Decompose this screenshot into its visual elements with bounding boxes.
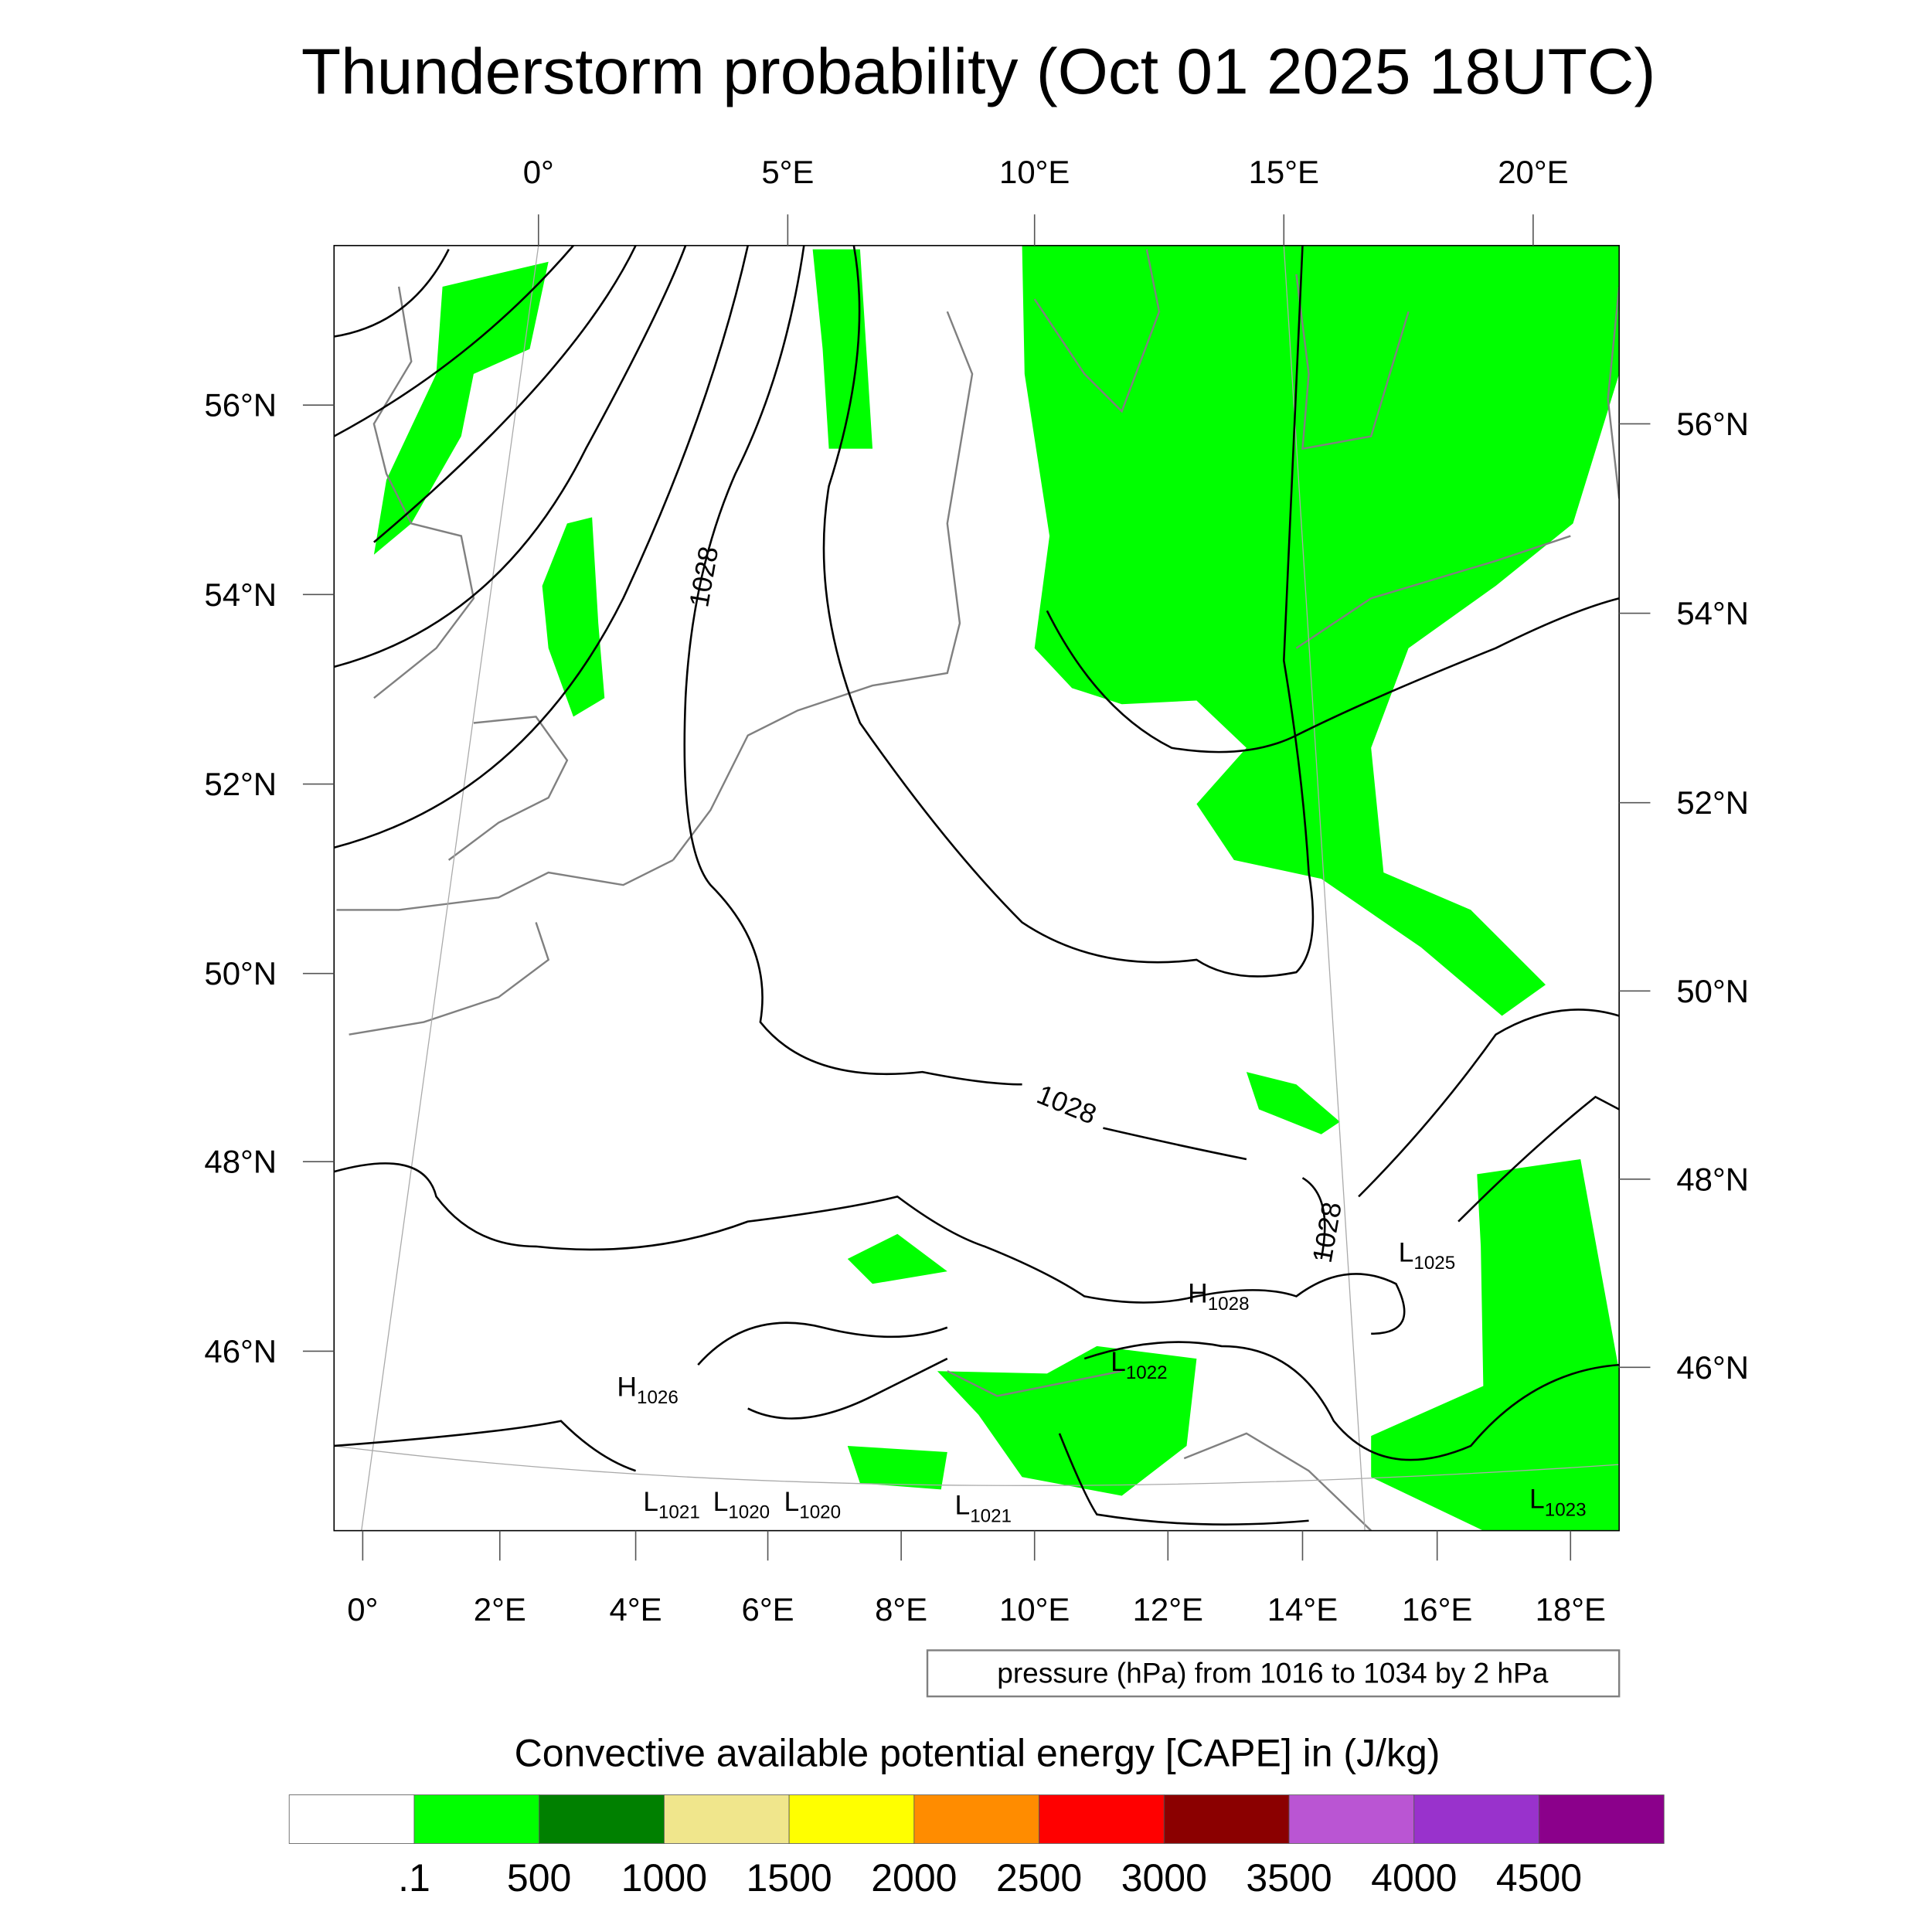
- colorbar-tick-label: 1000: [621, 1856, 707, 1900]
- cape-area-scandinavia-baltic: [1022, 245, 1620, 1016]
- right-latitude-axis: 56°N 54°N 52°N 50°N 48°N 46°N: [1619, 406, 1749, 1386]
- bottom-longitude-axis: 0° 2°E 4°E 6°E 8°E 10°E 12°E 14°E 16°E 18°E: [347, 1530, 1606, 1628]
- colorbar-swatch: [1539, 1794, 1665, 1844]
- contour-info-box: pressure (hPa) from 1016 to 1034 by 2 hP…: [926, 1649, 1621, 1698]
- longitude-tick-label: 14°E: [1267, 1591, 1338, 1628]
- colorbar-swatch: [788, 1794, 915, 1844]
- longitude-tick-label: 6°E: [742, 1591, 794, 1628]
- colorbar-tick-label: 4000: [1371, 1856, 1457, 1900]
- colorbar-tick-label: .1: [398, 1856, 430, 1900]
- colorbar-swatch: [663, 1794, 790, 1844]
- latitude-tick-label: 52°N: [204, 766, 277, 802]
- colorbar-swatch: [1288, 1794, 1415, 1844]
- pressure-center-labels: H1028 H1026 L1025 L1022 L1021 L1020 L102…: [617, 1236, 1586, 1526]
- cape-area-alps: [937, 1345, 1197, 1496]
- cape-area-east-england: [542, 517, 605, 717]
- latitude-tick-label: 48°N: [204, 1144, 277, 1180]
- longitude-tick-label: 10°E: [999, 1591, 1070, 1628]
- longitude-tick-label: 0°: [523, 154, 554, 190]
- longitude-tick-label: 10°E: [999, 154, 1070, 190]
- longitude-tick-label: 5°E: [761, 154, 814, 190]
- longitude-tick-label: 12°E: [1133, 1591, 1203, 1628]
- map-plot-area: 1028 1028 1028 H1028 H1026 L1025 L1022 L…: [333, 244, 1620, 1532]
- longitude-tick-label: 15°E: [1249, 154, 1319, 190]
- longitude-tick-label: 16°E: [1402, 1591, 1472, 1628]
- cape-shading: [373, 245, 1620, 1531]
- colorbar-tick-label: 3500: [1246, 1856, 1332, 1900]
- latitude-tick-label: 50°N: [204, 955, 277, 992]
- graticule: [334, 245, 1620, 1531]
- latitude-tick-label: 56°N: [1676, 406, 1749, 442]
- low-pressure-center: L1021: [643, 1486, 700, 1523]
- cape-area-uk: [373, 261, 549, 555]
- latitude-tick-label: 56°N: [204, 387, 277, 423]
- low-pressure-center: L1023: [1529, 1484, 1587, 1521]
- left-latitude-axis: 56°N 54°N 52°N 50°N 48°N 46°N: [204, 387, 335, 1369]
- cape-area-north-sea: [812, 249, 873, 449]
- low-pressure-center: L1022: [1111, 1346, 1168, 1383]
- longitude-tick-label: 0°: [347, 1591, 378, 1628]
- latitude-tick-label: 46°N: [1676, 1349, 1749, 1386]
- colorbar-swatch: [288, 1794, 415, 1844]
- latitude-tick-label: 46°N: [204, 1333, 277, 1369]
- longitude-tick-label: 2°E: [474, 1591, 526, 1628]
- high-pressure-center: H1026: [617, 1371, 678, 1408]
- colorbar-title: Convective available potential energy [C…: [515, 1731, 1440, 1774]
- colorbar-tick-label: 1500: [746, 1856, 832, 1900]
- longitude-tick-label: 4°E: [610, 1591, 662, 1628]
- cape-colorbar: .1 500 1000 1500 2000 2500 3000 3500 4000 4500: [288, 1794, 1665, 1900]
- isobars: [334, 245, 1620, 1526]
- colorbar-tick-label: 4500: [1496, 1856, 1582, 1900]
- colorbar-swatch: [1413, 1794, 1539, 1844]
- latitude-tick-label: 54°N: [1676, 595, 1749, 631]
- cape-area-south-france: [847, 1445, 947, 1490]
- high-pressure-center: H1028: [1188, 1277, 1249, 1315]
- top-longitude-axis: 0° 5°E 10°E 15°E 20°E: [523, 154, 1569, 246]
- colorbar-swatch: [1163, 1794, 1290, 1844]
- coastlines: [336, 249, 1620, 1531]
- latitude-tick-label: 52°N: [1676, 784, 1749, 821]
- colorbar-swatch: [413, 1794, 540, 1844]
- colorbar-tick-label: 3000: [1121, 1856, 1207, 1900]
- figure-title: Thunderstorm probability (Oct 01 2025 18…: [301, 35, 1656, 107]
- latitude-tick-label: 50°N: [1676, 973, 1749, 1009]
- contour-info-text: pressure (hPa) from 1016 to 1034 by 2 hP…: [997, 1656, 1549, 1689]
- latitude-tick-label: 48°N: [1676, 1161, 1749, 1197]
- low-pressure-center: L1020: [784, 1486, 842, 1523]
- colorbar-swatch: [539, 1794, 665, 1844]
- cape-area-balkans: [1371, 1159, 1620, 1531]
- low-pressure-center: L1025: [1399, 1236, 1456, 1274]
- cape-area-austria: [1246, 1072, 1340, 1134]
- colorbar-tick-label: 2500: [996, 1856, 1082, 1900]
- low-pressure-center: L1021: [954, 1490, 1012, 1527]
- cape-area-switzerland: [847, 1233, 947, 1284]
- colorbar-swatch: [913, 1794, 1039, 1844]
- longitude-tick-label: 18°E: [1536, 1591, 1606, 1628]
- colorbar-swatch: [1039, 1794, 1165, 1844]
- longitude-tick-label: 20°E: [1498, 154, 1568, 190]
- longitude-tick-label: 8°E: [875, 1591, 927, 1628]
- latitude-tick-label: 54°N: [204, 577, 277, 613]
- colorbar-tick-label: 500: [507, 1856, 571, 1900]
- low-pressure-center: L1020: [713, 1486, 770, 1523]
- colorbar-tick-label: 2000: [871, 1856, 957, 1900]
